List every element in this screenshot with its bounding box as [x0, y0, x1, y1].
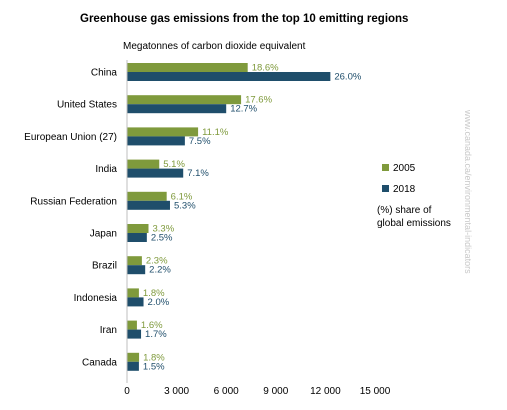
bar-2005-united-states [127, 95, 242, 105]
legend-label-2018: 2018 [393, 184, 416, 195]
category-label-india: India [95, 164, 117, 175]
category-label-iran: Iran [100, 325, 117, 336]
legend-note-line2: global emissions [377, 218, 451, 229]
category-label-united-states: United States [57, 100, 117, 111]
bar-2018-canada [127, 361, 139, 371]
bar-2005-china [127, 63, 248, 72]
category-label-canada: Canada [82, 357, 117, 368]
data-label-2018-japan: 2.5% [151, 233, 173, 244]
data-label-2005-china: 18.6% [252, 63, 279, 74]
legend: 2005 2018 (%) share of global emissions [377, 163, 451, 229]
bar-2018-brazil [127, 265, 146, 275]
chart-subtitle: Megatonnes of carbon dioxide equivalent [123, 41, 306, 52]
data-label-2005-european-union-27: 11.1% [202, 127, 229, 138]
bar-2018-indonesia [127, 297, 144, 307]
bar-2018-russian-federation [127, 200, 170, 210]
x-tick-label-12000: 12 000 [310, 386, 341, 397]
bar-2018-india [127, 168, 184, 178]
data-label-2005-united-states: 17.6% [245, 95, 272, 106]
data-label-2018-canada: 1.5% [143, 361, 165, 372]
side-url-text: www.canada.ca/environmental-indicators [463, 109, 473, 274]
x-tick-label-6000: 6 000 [214, 386, 239, 397]
data-label-2018-united-states: 12.7% [230, 104, 257, 115]
bar-2005-india [127, 159, 160, 169]
bar-2018-japan [127, 233, 147, 242]
data-label-2005-russian-federation: 6.1% [171, 191, 193, 202]
data-label-2018-brazil: 2.2% [149, 265, 171, 276]
bar-2005-canada [127, 352, 140, 362]
data-label-2018-european-union-27: 7.5% [189, 136, 211, 147]
bar-2005-indonesia [127, 288, 139, 298]
bar-2005-brazil [127, 256, 142, 266]
category-label-brazil: Brazil [92, 261, 117, 272]
bar-2018-china [127, 72, 331, 81]
bar-2005-european-union-27 [127, 127, 199, 137]
bar-2005-iran [127, 320, 137, 330]
data-label-2018-iran: 1.7% [145, 329, 167, 340]
category-label-indonesia: Indonesia [74, 293, 118, 304]
legend-swatch-2005 [382, 164, 389, 171]
category-label-russian-federation: Russian Federation [30, 196, 117, 207]
x-tick-label-9000: 9 000 [263, 386, 288, 397]
bar-2018-united-states [127, 104, 227, 114]
legend-label-2005: 2005 [393, 163, 416, 174]
bar-2018-iran [127, 329, 142, 339]
data-label-2018-china: 26.0% [334, 72, 361, 83]
bar-2005-russian-federation [127, 191, 167, 201]
x-tick-label-3000: 3 000 [164, 386, 189, 397]
data-label-2005-india: 5.1% [163, 159, 185, 170]
data-label-2005-brazil: 2.3% [146, 256, 168, 267]
category-label-japan: Japan [90, 229, 117, 240]
bar-2018-european-union-27 [127, 136, 185, 146]
chart-title: Greenhouse gas emissions from the top 10… [80, 13, 408, 25]
x-tick-label-0: 0 [124, 386, 130, 397]
data-label-2005-canada: 1.8% [143, 352, 165, 363]
category-label-china: China [91, 68, 118, 79]
data-label-2005-japan: 3.3% [152, 224, 174, 235]
x-tick-label-15000: 15 000 [360, 386, 391, 397]
data-label-2005-indonesia: 1.8% [143, 288, 165, 299]
legend-note-line1: (%) share of [377, 205, 432, 216]
plot-area: China 18.6% 26.0% United States 17.6%12.7% Eu… [24, 63, 362, 373]
legend-swatch-2018 [382, 185, 389, 192]
x-axis: 0 3 000 6 000 9 000 12 000 15 000 [124, 60, 391, 397]
data-label-2018-indonesia: 2.0% [148, 297, 170, 308]
data-label-2005-iran: 1.6% [141, 320, 163, 331]
category-label-european-union-27: European Union (27) [24, 132, 117, 143]
data-label-2018-india: 7.1% [187, 168, 209, 179]
bar-2005-japan [127, 224, 149, 233]
data-label-2018-russian-federation: 5.3% [174, 200, 196, 211]
